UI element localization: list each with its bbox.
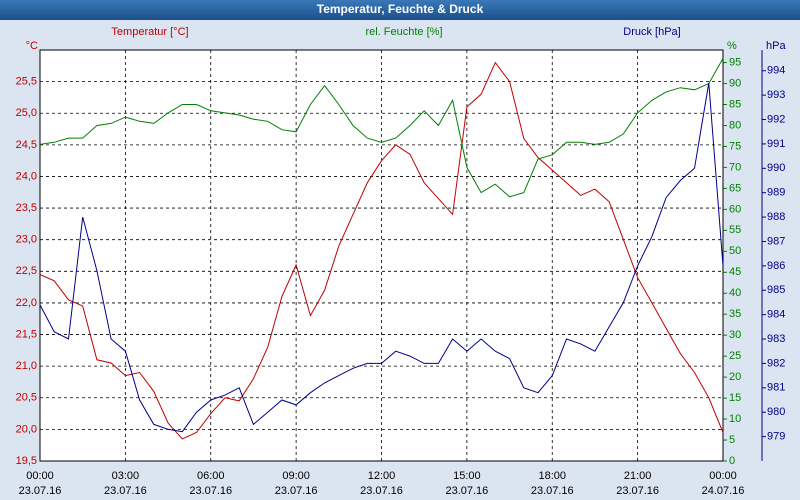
y3-axis-title: Druck [hPa]: [623, 26, 680, 38]
y2-tick-label: 35: [729, 308, 741, 320]
y3-tick-label: 980: [767, 406, 785, 418]
x-tick-label: 18:00: [538, 470, 566, 482]
y2-tick-label: 60: [729, 203, 741, 215]
y2-tick-label: 5: [729, 434, 735, 446]
y-tick-label: 23,0: [16, 234, 37, 246]
title-bar: [0, 0, 800, 20]
y-unit: °C: [26, 40, 38, 52]
y-tick-label: 25,0: [16, 107, 37, 119]
y2-tick-label: 65: [729, 182, 741, 194]
y3-tick-label: 979: [767, 431, 785, 443]
y3-tick-label: 990: [767, 162, 785, 174]
y3-tick-label: 982: [767, 357, 785, 369]
x-tick-date: 23.07.16: [104, 485, 147, 497]
y2-tick-label: 40: [729, 287, 741, 299]
y3-tick-label: 991: [767, 138, 785, 150]
y2-tick-label: 0: [729, 455, 735, 467]
y2-tick-label: 85: [729, 98, 741, 110]
y2-tick-label: 55: [729, 224, 741, 236]
x-tick-date: 23.07.16: [360, 485, 403, 497]
series-line: [39, 82, 724, 433]
x-tick-label: 00:00: [709, 470, 737, 482]
y2-tick-label: 90: [729, 77, 741, 89]
x-tick-date: 23.07.16: [275, 485, 318, 497]
x-tick-date: 23.07.16: [19, 485, 62, 497]
y2-tick-label: 30: [729, 329, 741, 341]
x-tick-date: 23.07.16: [445, 485, 488, 497]
y2-tick-label: 80: [729, 119, 741, 131]
y3-tick-label: 983: [767, 333, 785, 345]
y2-tick-label: 10: [729, 413, 741, 425]
chart-title: Temperatur, Feuchte & Druck: [317, 2, 484, 16]
x-tick-label: 09:00: [282, 470, 310, 482]
y-tick-label: 24,5: [16, 139, 37, 151]
y3-unit: hPa: [766, 40, 786, 52]
y-tick-label: 21,0: [16, 360, 37, 372]
series-line: [39, 58, 724, 198]
x-tick-label: 06:00: [197, 470, 225, 482]
x-tick-label: 21:00: [624, 470, 652, 482]
series-line: [39, 61, 724, 440]
y-tick-label: 21,5: [16, 328, 37, 340]
y2-tick-label: 25: [729, 350, 741, 362]
y3-tick-label: 981: [767, 382, 785, 394]
y2-tick-label: 15: [729, 392, 741, 404]
y-tick-label: 24,0: [16, 170, 37, 182]
y3-tick-label: 987: [767, 235, 785, 247]
y-tick-label: 22,5: [16, 265, 37, 277]
y-tick-label: 25,5: [16, 76, 37, 88]
y-tick-label: 20,5: [16, 392, 37, 404]
y3-tick-label: 994: [767, 65, 785, 77]
x-tick-date: 23.07.16: [189, 485, 232, 497]
y2-tick-label: 20: [729, 371, 741, 383]
y2-tick-label: 45: [729, 266, 741, 278]
y3-tick-label: 993: [767, 89, 785, 101]
y3-tick-label: 986: [767, 260, 785, 272]
y-tick-label: 19,5: [16, 455, 37, 467]
y3-tick-label: 988: [767, 211, 785, 223]
x-tick-label: 12:00: [368, 470, 396, 482]
y-tick-label: 22,0: [16, 297, 37, 309]
y3-tick-label: 992: [767, 113, 785, 125]
y3-tick-label: 984: [767, 309, 785, 321]
y2-tick-label: 95: [729, 56, 741, 68]
x-tick-date: 24.07.16: [702, 485, 745, 497]
x-tick-date: 23.07.16: [616, 485, 659, 497]
y2-tick-label: 75: [729, 140, 741, 152]
y2-axis-title: rel. Feuchte [%]: [365, 26, 442, 38]
x-tick-label: 15:00: [453, 470, 481, 482]
y2-unit: %: [727, 40, 737, 52]
x-tick-label: 03:00: [112, 470, 140, 482]
y3-tick-label: 989: [767, 187, 785, 199]
x-tick-label: 00:00: [26, 470, 54, 482]
y2-tick-label: 50: [729, 245, 741, 257]
y-axis-title: Temperatur [°C]: [111, 26, 188, 38]
y2-tick-label: 70: [729, 161, 741, 173]
y3-tick-label: 985: [767, 284, 785, 296]
y-tick-label: 23,5: [16, 202, 37, 214]
y-tick-label: 20,0: [16, 423, 37, 435]
x-tick-date: 23.07.16: [531, 485, 574, 497]
